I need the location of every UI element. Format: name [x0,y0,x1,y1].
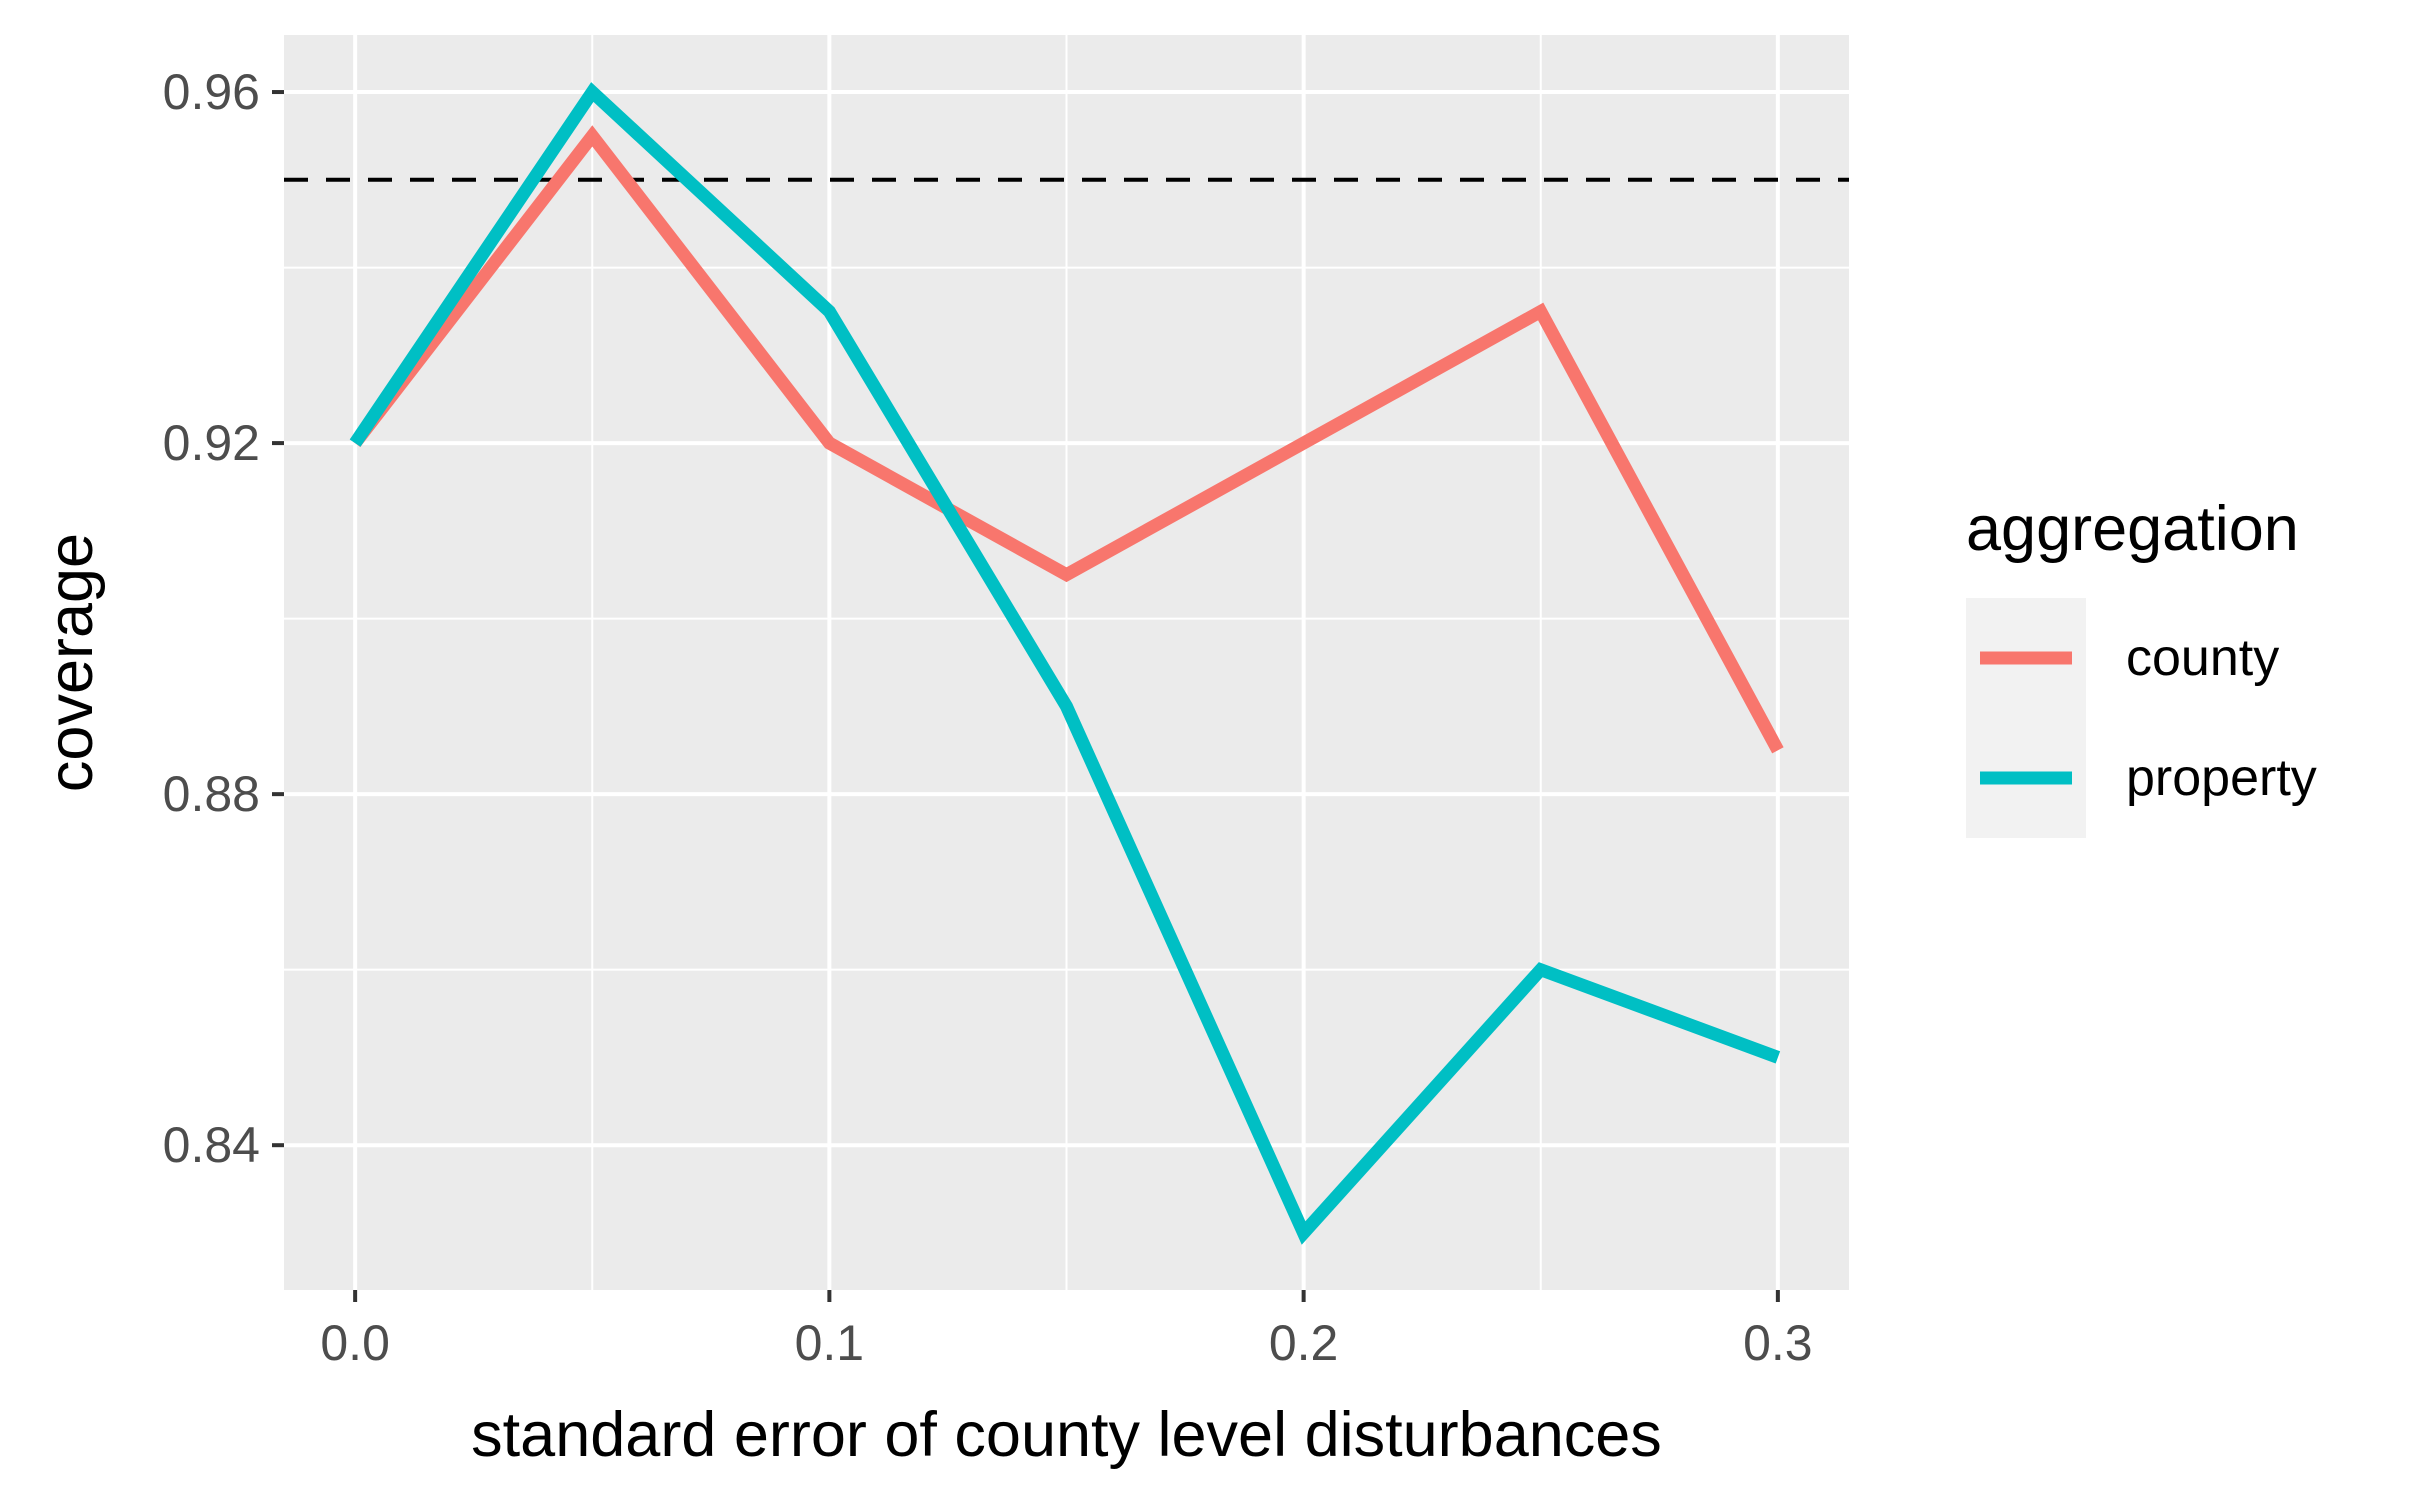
y-tick-label: 0.84 [163,1117,260,1173]
x-axis-title: standard error of county level disturban… [471,1400,1662,1470]
y-tick-label: 0.96 [163,64,260,120]
y-tick-label: 0.92 [163,415,260,471]
legend-title: aggregation [1966,494,2299,564]
x-tick-label: 0.0 [320,1315,390,1371]
legend-items: county property [1980,629,2317,807]
x-tick-label: 0.3 [1743,1315,1813,1371]
minor-gridlines [284,35,1849,1290]
series-lines [349,82,1784,1245]
legend-label-property: property [2126,749,2317,807]
major-gridlines [284,35,1849,1290]
legend: aggregation county property [1966,494,2317,838]
x-tick-label: 0.2 [1269,1315,1339,1371]
series-line-property [349,82,1781,1245]
x-tick-label: 0.1 [795,1315,865,1371]
y-axis-ticks: 0.84 0.88 0.92 0.96 [163,64,284,1173]
series-line-county [349,125,1784,754]
legend-label-county: county [2126,629,2279,687]
x-axis-ticks: 0.0 0.1 0.2 0.3 [320,1290,1813,1371]
y-tick-label: 0.88 [163,766,260,822]
legend-key-background [1966,598,2086,838]
y-axis-title: coverage [36,533,106,792]
